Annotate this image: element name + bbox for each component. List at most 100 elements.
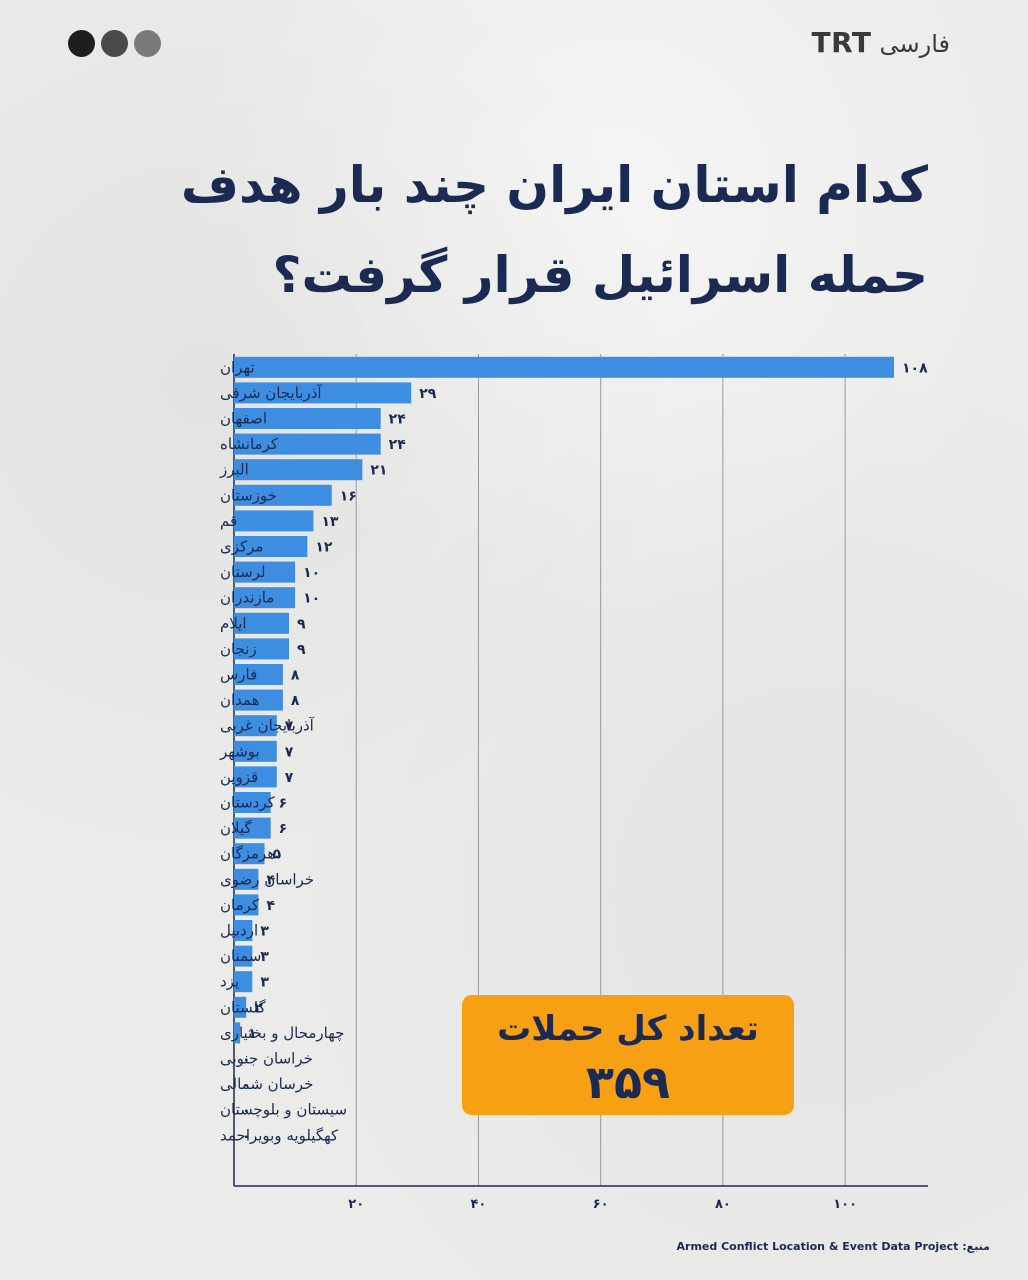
x-tick-label: ۶۰ <box>593 1197 609 1212</box>
value-label: ۱۰۸ <box>902 360 928 376</box>
category-label: یزد <box>220 973 239 991</box>
source-credit: منبع: Armed Conflict Location & Event Da… <box>677 1240 990 1253</box>
window-dots <box>68 30 161 57</box>
x-tick-label: ۱۰۰ <box>833 1197 857 1212</box>
value-label: ۱۲ <box>315 540 333 556</box>
bar <box>234 408 381 429</box>
category-label: قزوین <box>220 768 258 786</box>
category-label: کهگیلویه وبویراحمد <box>220 1126 339 1144</box>
category-label: آذربایجان شرقی <box>220 384 322 402</box>
category-label: سیستان و بلوچستان <box>220 1101 347 1119</box>
value-label: ۱ <box>248 1026 257 1042</box>
bar <box>234 689 283 711</box>
category-label: کرمان <box>220 896 260 914</box>
category-label: کرمانشاه <box>220 435 279 453</box>
bar <box>234 843 265 865</box>
category-label: گیلان <box>220 819 252 837</box>
bar <box>234 894 259 916</box>
category-label: زنجان <box>220 640 257 658</box>
dot-1 <box>68 30 95 57</box>
bar <box>234 996 247 1018</box>
bar <box>234 536 308 557</box>
value-label: ۱۰ <box>303 591 320 607</box>
value-label: ۹ <box>297 642 306 658</box>
category-label: ایلام <box>220 614 247 632</box>
brand-logo: TRT فارسی <box>811 26 950 59</box>
bar <box>234 971 253 993</box>
bar <box>234 587 296 609</box>
bar <box>234 638 289 660</box>
category-label: البرز <box>219 461 249 479</box>
title-line-2: حمله اسرائیل قرار گرفت؟ <box>272 246 929 304</box>
brand-persian: فارسی <box>879 30 951 58</box>
bar <box>234 382 412 404</box>
source-org: Armed Conflict Location & Event Data Pro… <box>676 1240 959 1253</box>
category-label: خوزستان <box>220 486 277 504</box>
dot-2 <box>101 30 128 57</box>
category-label: خراسان جنوبی <box>220 1050 313 1068</box>
bar <box>234 433 381 455</box>
category-label: آذربایجان غربی <box>220 717 315 735</box>
category-label: خراسان رضوی <box>220 870 314 888</box>
value-label: ۲۹ <box>419 386 437 402</box>
value-label: ۱۶ <box>340 488 357 504</box>
bar <box>234 1022 241 1044</box>
category-label: گلستان <box>220 998 266 1016</box>
value-label: ۷ <box>285 719 294 735</box>
value-label: ۲ <box>254 1000 263 1016</box>
bar <box>234 945 253 967</box>
bar <box>234 920 253 941</box>
value-label: ۳ <box>260 975 269 991</box>
value-label: ۹ <box>297 616 306 632</box>
value-label: ۰ <box>242 1128 251 1144</box>
value-label: ۶ <box>279 821 288 837</box>
category-label: اردبیل <box>220 922 258 940</box>
value-label: ۳ <box>260 924 269 940</box>
bar <box>234 484 332 506</box>
value-label: ۷ <box>285 744 294 760</box>
total-value: ۳۵۹ <box>585 1055 671 1109</box>
category-label: بوشهر <box>219 742 260 760</box>
category-label: همدان <box>220 691 260 709</box>
category-label: سمنان <box>220 947 261 965</box>
value-label: ۴ <box>266 872 275 888</box>
value-label: ۴ <box>266 898 275 914</box>
value-label: ۱۳ <box>321 514 339 530</box>
value-label: ۲۴ <box>389 437 407 453</box>
bar <box>234 459 363 481</box>
page-title: کدام استان ایران چند بار هدف حمله اسرائی… <box>60 140 928 320</box>
bar <box>234 740 277 762</box>
category-label: کردستان <box>220 794 276 812</box>
x-tick-label: ۴۰ <box>471 1197 487 1212</box>
value-label: ۰ <box>242 1077 251 1093</box>
value-label: ۸ <box>291 693 300 709</box>
category-label: فارس <box>220 666 257 684</box>
bar <box>234 664 283 685</box>
category-label: تهران <box>220 358 255 376</box>
bar <box>234 817 271 839</box>
bar <box>234 612 289 634</box>
value-label: ۵ <box>273 847 282 863</box>
bar <box>234 766 277 788</box>
category-label: قم <box>220 512 237 530</box>
title-line-1: کدام استان ایران چند بار هدف <box>180 156 928 214</box>
x-tick-label: ۲۰ <box>348 1197 364 1212</box>
category-label: چهارمحال و بختیاری <box>220 1024 344 1042</box>
category-label: مازندران <box>220 589 274 607</box>
bar <box>234 510 314 532</box>
x-tick-label: ۸۰ <box>715 1197 731 1212</box>
bar <box>234 715 277 737</box>
value-label: ۰ <box>242 1052 251 1068</box>
bar <box>234 356 894 378</box>
bar <box>234 561 296 583</box>
source-label: منبع: <box>962 1240 990 1253</box>
category-label: لرستان <box>220 563 266 581</box>
category-label: خرسان شمالی <box>220 1075 313 1093</box>
brand-latin: TRT <box>811 26 872 59</box>
value-label: ۲۴ <box>389 412 407 428</box>
value-label: ۷ <box>285 770 294 786</box>
value-label: ۰ <box>242 1103 251 1119</box>
value-label: ۳ <box>260 949 269 965</box>
bar <box>234 792 271 813</box>
